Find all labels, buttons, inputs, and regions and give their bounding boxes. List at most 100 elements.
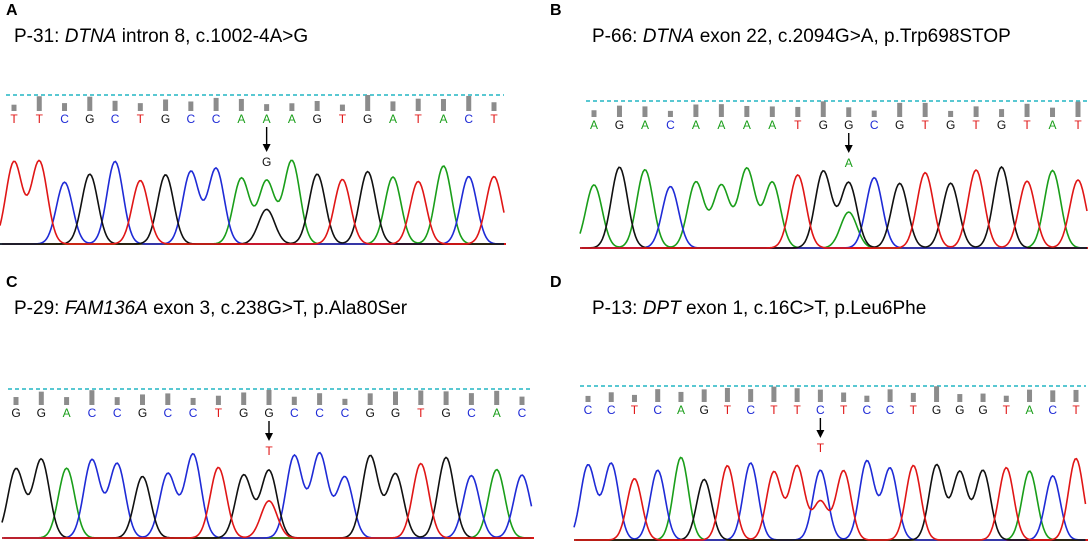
quality-bar bbox=[443, 391, 449, 405]
base-label: T bbox=[921, 118, 929, 132]
base-label: C bbox=[886, 403, 895, 417]
base-label: C bbox=[111, 112, 120, 126]
trace-t bbox=[580, 168, 1088, 249]
quality-bar bbox=[922, 102, 928, 117]
base-label: C bbox=[290, 406, 299, 420]
panel-title: P-29: FAM136A exon 3, c.238G>T, p.Ala80S… bbox=[14, 298, 408, 319]
quality-bar bbox=[165, 393, 171, 405]
arrow-head bbox=[816, 430, 825, 438]
base-label: A bbox=[493, 406, 501, 420]
panel-c: C P-29: FAM136A exon 3, c.238G>T, p.Ala8… bbox=[0, 272, 544, 543]
chromatogram: A G A C A A A A T G G C G T G T G T A T A bbox=[579, 100, 1088, 249]
base-label: G bbox=[312, 112, 321, 126]
base-label: T bbox=[910, 403, 918, 417]
base-label: C bbox=[863, 403, 872, 417]
base-label: A bbox=[1049, 118, 1057, 132]
quality-bar bbox=[1024, 103, 1030, 117]
gene-name: DTNA bbox=[642, 26, 695, 47]
quality-bar bbox=[1003, 395, 1009, 402]
base-label: C bbox=[60, 112, 69, 126]
base-label: A bbox=[692, 118, 700, 132]
quality-bar bbox=[693, 104, 699, 117]
quality-bar bbox=[112, 100, 118, 111]
base-label: T bbox=[490, 112, 498, 126]
base-label: T bbox=[417, 406, 425, 420]
chromatogram: T T C G C T G C C A A A G T G A T A C T G bbox=[0, 94, 506, 245]
trace-g bbox=[574, 463, 1086, 541]
base-label: A bbox=[389, 112, 397, 126]
base-label: G bbox=[844, 118, 853, 132]
base-label: G bbox=[366, 406, 375, 420]
chromatogram: G G A C C G C C T G G C C C G G T G C A C T bbox=[1, 388, 534, 539]
patient-id: P-66 bbox=[592, 26, 633, 47]
quality-bar bbox=[291, 396, 297, 405]
quality-bar bbox=[87, 96, 93, 111]
patient-id: P-31 bbox=[14, 26, 55, 47]
quality-bar bbox=[190, 397, 196, 405]
base-label: C bbox=[212, 112, 221, 126]
base-label: G bbox=[161, 112, 170, 126]
quality-bar bbox=[213, 97, 219, 111]
quality-bar bbox=[1027, 389, 1033, 402]
variant-base-label: T bbox=[817, 441, 825, 455]
quality-bar bbox=[957, 394, 963, 402]
base-label: C bbox=[464, 112, 473, 126]
base-label: G bbox=[700, 403, 709, 417]
base-label: T bbox=[631, 403, 639, 417]
base-label: G bbox=[819, 118, 828, 132]
panel-title: P-66: DTNA exon 22, c.2094G>A, p.Trp698S… bbox=[592, 26, 1011, 47]
quality-bar bbox=[215, 395, 221, 405]
panel-title: P-31: DTNA intron 8, c.1002-4A>G bbox=[14, 26, 309, 47]
base-label: G bbox=[37, 406, 46, 420]
quality-bar bbox=[519, 396, 525, 405]
quality-bar bbox=[701, 389, 707, 402]
quality-bar bbox=[393, 391, 398, 405]
variant-base-label: T bbox=[265, 444, 273, 458]
quality-bar bbox=[897, 102, 903, 117]
base-label: A bbox=[288, 112, 296, 126]
base-label: G bbox=[932, 403, 941, 417]
panel-d: D P-13: DPT exon 1, c.16C>T, p.Leu6Phe C… bbox=[544, 272, 1088, 543]
variant-base-label: A bbox=[845, 156, 853, 170]
variant-description: exon 3, c.238G>T, p.Ala80Ser bbox=[153, 298, 408, 319]
quality-bar bbox=[846, 107, 852, 117]
quality-bar bbox=[418, 390, 424, 405]
arrow-head bbox=[262, 144, 271, 152]
variant-description: exon 1, c.16C>T, p.Leu6Phe bbox=[685, 298, 927, 319]
quality-bar bbox=[616, 105, 622, 117]
base-label: G bbox=[138, 406, 147, 420]
base-label: C bbox=[187, 112, 196, 126]
quality-bar bbox=[794, 388, 800, 402]
quality-bar bbox=[11, 104, 17, 111]
quality-bar bbox=[466, 95, 472, 111]
base-label: C bbox=[1048, 403, 1057, 417]
base-label: T bbox=[339, 112, 347, 126]
quality-bar bbox=[317, 393, 323, 405]
variant-description: intron 8, c.1002-4A>G bbox=[121, 26, 309, 47]
base-label: A bbox=[590, 118, 598, 132]
quality-bar bbox=[163, 99, 169, 111]
quality-bar bbox=[36, 96, 42, 111]
base-label: G bbox=[85, 112, 94, 126]
base-label: T bbox=[724, 403, 732, 417]
base-label: T bbox=[215, 406, 223, 420]
base-label: A bbox=[641, 118, 649, 132]
quality-bar bbox=[887, 389, 893, 402]
quality-bar bbox=[1073, 389, 1079, 402]
quality-bar bbox=[642, 106, 648, 117]
base-label: T bbox=[794, 118, 802, 132]
quality-bar bbox=[241, 392, 247, 405]
quality-bar bbox=[491, 102, 497, 111]
quality-bar bbox=[38, 391, 44, 405]
base-label: C bbox=[746, 403, 755, 417]
base-label: C bbox=[870, 118, 879, 132]
quality-bar bbox=[795, 106, 801, 117]
quality-bar bbox=[591, 110, 597, 117]
quality-bar bbox=[1050, 390, 1056, 402]
base-label: T bbox=[415, 112, 423, 126]
base-label: T bbox=[1023, 118, 1031, 132]
base-label: G bbox=[11, 406, 20, 420]
base-label: T bbox=[10, 112, 18, 126]
quality-bar bbox=[910, 392, 916, 402]
base-label: T bbox=[36, 112, 44, 126]
